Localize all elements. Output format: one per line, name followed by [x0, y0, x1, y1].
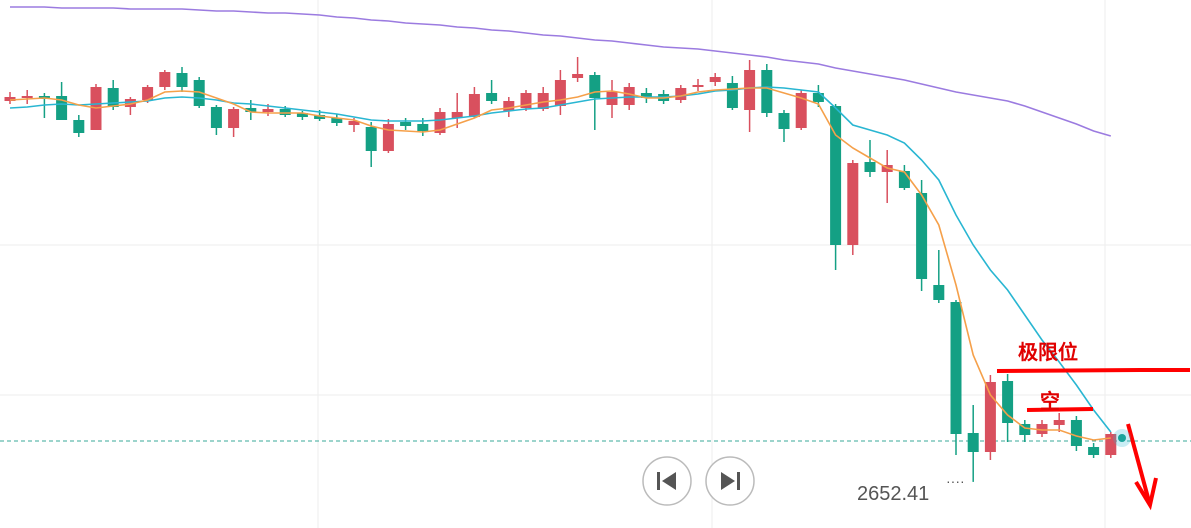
candle-body [675, 88, 687, 100]
limit-line [996, 368, 1190, 373]
last-dot [1118, 434, 1126, 442]
candle-body [468, 94, 480, 117]
candle-body [640, 93, 652, 98]
candle-body [1019, 424, 1031, 435]
candle-body [623, 87, 635, 105]
candle-body [210, 107, 222, 128]
candle-body [778, 113, 790, 129]
candle-body [933, 285, 945, 300]
candle-body [1088, 447, 1100, 455]
candle-body [56, 96, 68, 120]
candle-body [400, 122, 412, 126]
dots: ···· [946, 473, 965, 489]
short-line [1026, 407, 1094, 412]
candle-body [21, 96, 33, 98]
candle-body [73, 120, 85, 133]
candle-body [744, 70, 756, 110]
candle-body [417, 124, 429, 131]
candle-body [537, 93, 549, 109]
candle-body [1070, 420, 1082, 446]
candle-body [572, 74, 584, 78]
candle-body [451, 112, 463, 118]
candle-body [967, 433, 979, 452]
candle-body [348, 121, 360, 125]
candle-body [847, 163, 859, 245]
candle-body [1036, 424, 1048, 434]
candle-body [4, 97, 16, 101]
candle-body [795, 93, 807, 128]
candle-body [159, 72, 171, 87]
candle-body [589, 75, 601, 98]
moving-average [9, 87, 1111, 441]
candle-body [761, 70, 773, 113]
moving-average [9, 86, 1112, 433]
candle-body [916, 193, 928, 279]
marks [0, 6, 1191, 482]
candle-body [520, 93, 532, 108]
prev-icon [662, 472, 676, 490]
candle-body [228, 109, 240, 128]
candle-body [193, 80, 205, 106]
candle-body [107, 88, 119, 107]
prev-button[interactable] [642, 456, 692, 506]
candle-body [1053, 420, 1065, 425]
candle-body [124, 99, 136, 107]
candle-body [709, 77, 721, 82]
candle-body [382, 124, 394, 151]
candle-body [898, 171, 910, 188]
candle-body [262, 109, 274, 112]
next-icon [737, 472, 740, 490]
arrow-shaft [1126, 423, 1152, 506]
candle-body [314, 115, 326, 119]
candle-body [1105, 434, 1117, 455]
arrow-head [1134, 477, 1158, 511]
candle-body [1002, 381, 1014, 423]
next-button[interactable] [705, 456, 755, 506]
candle-body [950, 302, 962, 434]
candle-body [554, 80, 566, 106]
candle-body [279, 109, 291, 115]
next-icon [721, 472, 735, 490]
candle-body [503, 101, 515, 111]
candle-body [331, 118, 343, 123]
candle-body [984, 382, 996, 452]
moving-average [10, 6, 1112, 137]
prev-icon [657, 472, 660, 490]
annotation: 空 [1040, 389, 1060, 413]
candle-body [692, 85, 704, 87]
candle-body [830, 106, 842, 245]
annotation: 极限位 [1018, 340, 1078, 364]
candle-body [365, 127, 377, 151]
candle-body [812, 93, 824, 102]
drawings: 极限位 空 [996, 340, 1190, 511]
low-label: 2652.41 [857, 483, 929, 505]
candle-body [864, 162, 876, 172]
candle-body [486, 93, 498, 101]
candle-body [142, 87, 154, 100]
candle-body [176, 73, 188, 87]
candle-body [434, 112, 446, 133]
candle-body [296, 113, 308, 117]
candle-body [245, 108, 257, 112]
candle-body [726, 83, 738, 108]
